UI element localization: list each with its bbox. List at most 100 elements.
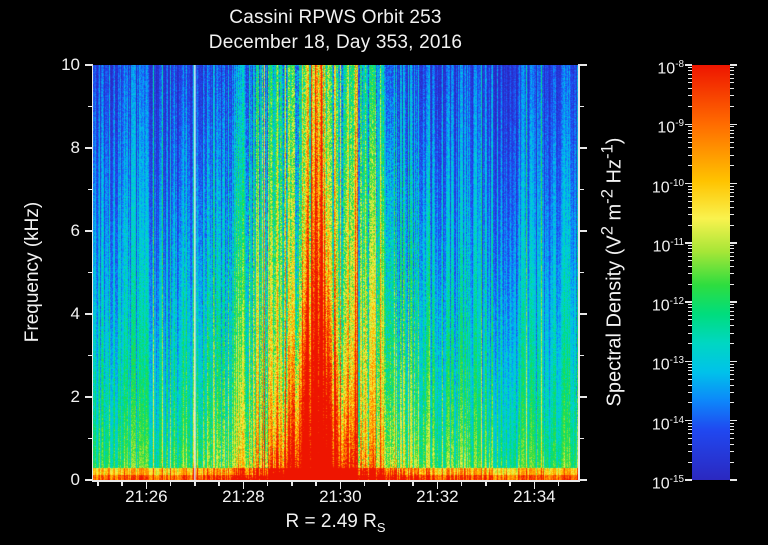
colorbar-minor-tick (688, 402, 692, 404)
y-tick-label: 2 (70, 387, 80, 406)
colorbar-major-tick (685, 360, 692, 363)
colorbar-major-tick-right (730, 123, 737, 126)
colorbar-minor-tick-right (730, 73, 734, 75)
colorbar-major-tick (685, 242, 692, 244)
x-tick-label: 21:34 (513, 487, 556, 506)
colorbar-minor-tick (688, 185, 692, 187)
colorbar-minor-tick-right (730, 105, 734, 107)
y-major-tick (84, 313, 92, 315)
colorbar-minor-tick-right (730, 325, 734, 327)
colorbar-minor-tick-right (730, 192, 734, 194)
colorbar-minor-tick (688, 147, 692, 149)
colorbar-minor-tick-right (730, 214, 734, 216)
colorbar-minor-tick (688, 129, 692, 131)
colorbar-major-tick-right (730, 419, 737, 422)
y-minor-tick (87, 354, 92, 357)
colorbar-minor-tick-right (730, 384, 734, 386)
colorbar-minor-tick-right (730, 154, 734, 156)
colorbar-minor-tick-right (730, 366, 734, 368)
colorbar-minor-tick (688, 251, 692, 253)
x-tick-label: 21:28 (222, 487, 265, 506)
colorbar-minor-tick-right (730, 378, 734, 380)
colorbar-minor-tick-right (730, 391, 734, 393)
colorbar-minor-tick-right (730, 425, 734, 427)
colorbar-minor-tick-right (730, 165, 734, 167)
colorbar-minor-tick-right (730, 283, 734, 285)
colorbar-minor-tick (688, 165, 692, 167)
x-tick-label: 21:32 (416, 487, 459, 506)
colorbar-minor-tick-right (730, 129, 734, 131)
colorbar-minor-tick-right (730, 343, 734, 345)
colorbar-minor-tick-right (730, 196, 734, 198)
colorbar-minor-tick (688, 245, 692, 247)
y-minor-tick-right (579, 271, 584, 274)
colorbar-minor-tick (688, 443, 692, 445)
y-tick-label: 4 (70, 304, 80, 323)
colorbar-major-tick-right (730, 479, 737, 481)
colorbar-minor-tick-right (730, 265, 734, 267)
colorbar-minor-tick (688, 391, 692, 393)
colorbar-minor-tick (688, 325, 692, 327)
colorbar-tick-label: 10-11 (652, 236, 684, 256)
colorbar-minor-tick (688, 196, 692, 198)
colorbar-major-tick-right (730, 64, 737, 66)
colorbar-minor-tick (688, 73, 692, 75)
colorbar-minor-tick (688, 136, 692, 138)
colorbar-minor-tick (688, 332, 692, 334)
colorbar-minor-tick-right (730, 141, 734, 143)
colorbar-minor-tick-right (730, 307, 734, 309)
x-minor-tick (557, 481, 560, 486)
colorbar-major-tick (685, 64, 692, 66)
y-tick-label: 10 (61, 55, 80, 74)
colorbar-minor-tick (688, 188, 692, 190)
colorbar-tick-label: 10-8 (657, 59, 684, 78)
x-major-tick (145, 481, 148, 489)
y-major-tick-right (579, 313, 587, 315)
colorbar-tick-label: 10-10 (651, 177, 684, 196)
colorbar-minor-tick (688, 192, 692, 194)
colorbar-major-tick (685, 479, 692, 481)
colorbar-minor-tick (688, 422, 692, 424)
spectrogram-heatmap (93, 65, 578, 480)
colorbar-minor-tick-right (730, 374, 734, 376)
colorbar-minor-tick-right (730, 132, 734, 134)
colorbar-tick-label: 10-12 (651, 296, 684, 315)
y-minor-tick (87, 271, 92, 274)
colorbar-major-tick-right (730, 182, 737, 185)
colorbar-minor-tick (688, 95, 692, 97)
colorbar-minor-tick (688, 273, 692, 275)
colorbar-minor-tick (688, 343, 692, 345)
colorbar-minor-tick (688, 82, 692, 84)
x-minor-tick (485, 481, 487, 486)
colorbar-minor-tick-right (730, 273, 734, 275)
colorbar-minor-tick (688, 378, 692, 380)
colorbar-minor-tick-right (730, 332, 734, 334)
colorbar-minor-tick-right (730, 443, 734, 445)
right-axis-line (578, 64, 580, 482)
colorbar-major-tick (685, 123, 692, 126)
colorbar-minor-tick (688, 126, 692, 128)
y-tick-label: 0 (70, 470, 80, 489)
colorbar-major-tick (685, 301, 692, 303)
x-minor-tick (291, 481, 293, 486)
x-minor-tick (169, 481, 172, 486)
colorbar-minor-tick-right (730, 402, 734, 404)
colorbar-minor-tick-right (730, 185, 734, 187)
y-major-tick-right (579, 147, 587, 149)
colorbar-major-tick (685, 419, 692, 422)
colorbar-minor-tick (688, 461, 692, 463)
colorbar-minor-tick (688, 429, 692, 431)
colorbar-tick-label: 10-15 (651, 474, 684, 493)
y-minor-tick (87, 188, 92, 191)
chart-subtitle: December 18, Day 353, 2016 (208, 32, 463, 53)
y-minor-tick-right (579, 105, 584, 108)
colorbar-minor-tick-right (730, 429, 734, 431)
y-major-tick (84, 230, 92, 232)
y-major-tick-right (579, 64, 587, 66)
colorbar-minor-tick (688, 248, 692, 250)
colorbar-minor-tick-right (730, 224, 734, 226)
colorbar-minor-tick-right (730, 126, 734, 128)
colorbar-minor-tick (688, 433, 692, 435)
y-minor-tick-right (579, 437, 584, 440)
x-minor-tick (509, 481, 511, 486)
